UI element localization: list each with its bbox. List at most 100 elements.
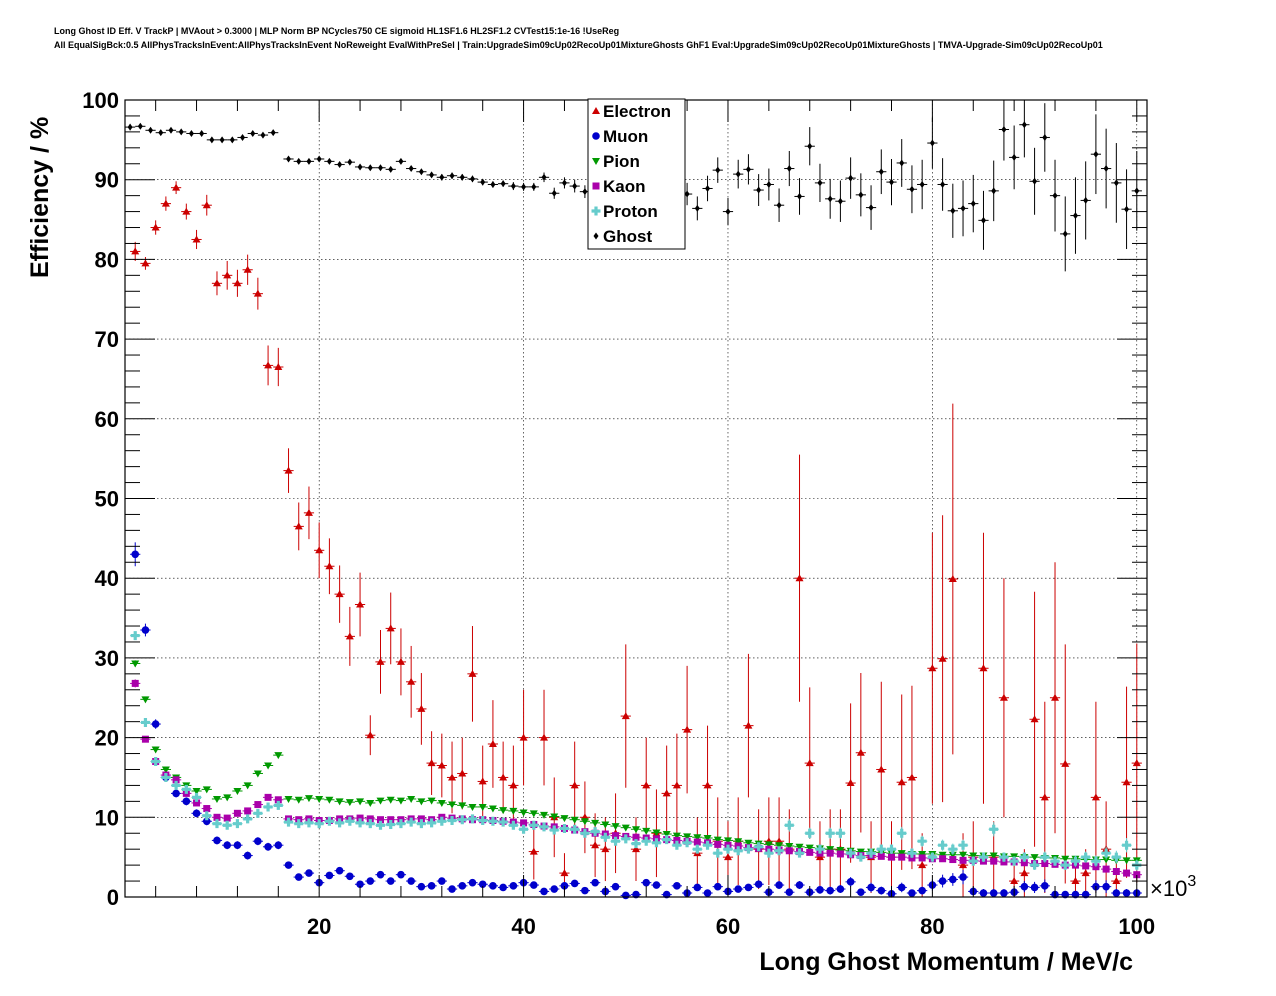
- ghost-point: [725, 208, 731, 216]
- ghost-point: [1021, 121, 1027, 129]
- ghost-point: [1124, 205, 1130, 213]
- muon-point: [540, 887, 548, 896]
- electron-point: [202, 201, 211, 209]
- ghost-point: [429, 171, 435, 179]
- proton-point: [1091, 856, 1101, 866]
- ghost-point: [296, 157, 302, 165]
- proton-point: [631, 839, 641, 849]
- x-axis-multiplier-exp: 3: [1187, 873, 1196, 890]
- proton-point: [1111, 852, 1121, 862]
- pion-point: [703, 835, 712, 843]
- ghost-point: [250, 129, 256, 137]
- ghost-point: [919, 180, 925, 188]
- ghost-point: [219, 136, 225, 144]
- proton-point: [876, 844, 886, 854]
- kaon-point: [356, 814, 364, 822]
- y-tick-label: 70: [95, 327, 119, 352]
- ghost-point: [858, 191, 864, 199]
- electron-point: [529, 847, 538, 855]
- electron-point: [907, 773, 916, 781]
- pion-point: [764, 841, 773, 849]
- pion-point: [253, 770, 262, 778]
- muon-point: [386, 877, 395, 885]
- pion-point: [672, 832, 681, 840]
- pion-point: [468, 803, 477, 811]
- x-tick-label: 60: [716, 914, 740, 939]
- pion-point: [274, 752, 283, 760]
- x-axis-multiplier: ×103: [1150, 873, 1196, 901]
- ghost-point: [940, 180, 946, 188]
- pion-point: [488, 805, 497, 813]
- kaon-point: [1082, 862, 1090, 870]
- ghost-point: [326, 157, 332, 165]
- pion-point: [345, 799, 354, 807]
- kaon-point: [1041, 860, 1049, 868]
- pion-point: [652, 829, 661, 837]
- electron-point: [1122, 778, 1131, 786]
- proton-point: [171, 780, 181, 790]
- proton-point: [376, 820, 385, 830]
- kaon-point: [734, 842, 742, 850]
- pion-point: [744, 839, 753, 847]
- pion-series: [130, 660, 1142, 865]
- kaon-point: [836, 850, 844, 858]
- ghost-point: [1032, 177, 1038, 185]
- muon-point: [673, 882, 681, 890]
- muon-point: [959, 873, 967, 881]
- ghost-point: [889, 178, 894, 186]
- ghost-point: [572, 182, 578, 190]
- proton-point: [815, 844, 825, 854]
- muon-point: [131, 550, 140, 559]
- ghost-point: [745, 165, 751, 173]
- proton-point: [324, 816, 334, 826]
- proton-point: [232, 819, 242, 829]
- ghost-point: [848, 174, 854, 182]
- proton-point: [897, 828, 907, 838]
- electron-point: [662, 789, 671, 797]
- proton-point: [713, 848, 723, 858]
- proton-series: [130, 631, 1142, 871]
- ghost-point: [991, 187, 997, 195]
- proton-point: [856, 852, 866, 862]
- electron-point: [519, 733, 528, 741]
- proton-point: [795, 848, 805, 858]
- proton-point: [406, 817, 416, 827]
- electron-point: [212, 279, 221, 287]
- electron-point: [284, 466, 293, 474]
- electron-point: [427, 759, 436, 767]
- proton-point: [304, 818, 314, 828]
- electron-point: [805, 759, 814, 767]
- ghost-point: [837, 197, 843, 205]
- proton-point: [130, 631, 140, 641]
- proton-point: [1050, 856, 1060, 866]
- proton-point: [703, 840, 713, 850]
- kaon-point: [939, 855, 947, 863]
- electron-point: [468, 669, 477, 677]
- proton-point: [437, 816, 447, 826]
- kaon-point: [1123, 869, 1131, 877]
- ghost-point: [347, 158, 353, 166]
- legend-label-muon: Muon: [603, 127, 648, 146]
- muon-point: [172, 789, 180, 798]
- electron-point: [417, 704, 426, 712]
- muon-point: [989, 889, 998, 897]
- proton-point: [570, 824, 580, 834]
- y-tick-label: 40: [95, 566, 119, 591]
- kaon-point: [877, 852, 885, 860]
- kaon-point: [131, 679, 139, 687]
- electron-point: [376, 657, 385, 665]
- electron-point: [948, 574, 957, 582]
- ghost-point: [178, 128, 184, 136]
- proton-point: [764, 848, 774, 858]
- y-axis-title: Efficiency / %: [26, 117, 54, 278]
- ghost-point: [357, 163, 363, 171]
- y-tick-label: 20: [95, 726, 119, 751]
- muon-series: [130, 542, 1142, 900]
- ghost-point: [500, 180, 506, 188]
- ghost-point: [827, 195, 833, 203]
- ghost-point: [868, 204, 874, 212]
- pion-point: [151, 746, 160, 754]
- electron-point: [304, 508, 313, 516]
- proton-point: [805, 828, 815, 838]
